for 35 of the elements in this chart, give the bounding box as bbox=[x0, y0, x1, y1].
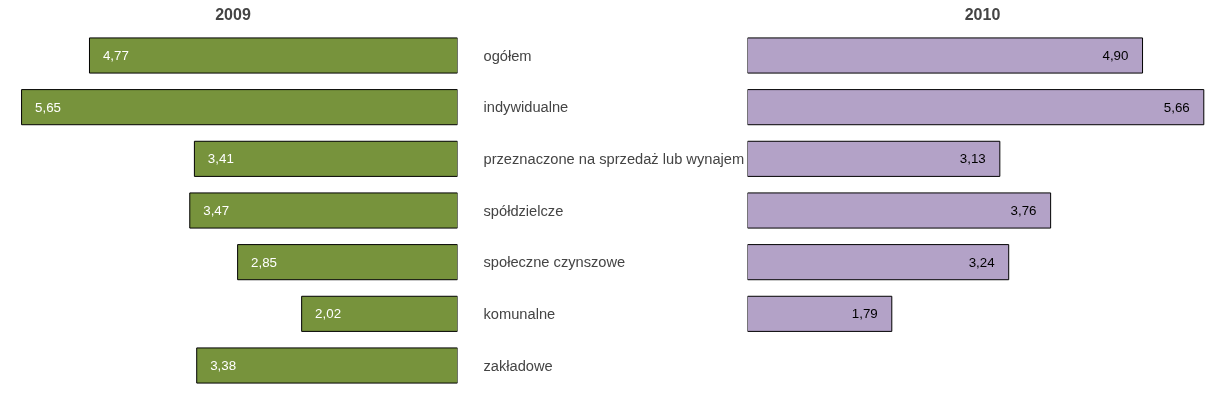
y-tick-label: zakładowe bbox=[483, 357, 553, 374]
bar bbox=[747, 140, 1001, 177]
bar bbox=[747, 37, 1144, 74]
bar bbox=[196, 347, 458, 384]
y-tick-label: ogółem bbox=[483, 47, 532, 64]
data-label: 5,66 bbox=[1163, 99, 1190, 115]
data-label: 3,76 bbox=[1010, 203, 1037, 218]
bar bbox=[21, 89, 458, 126]
data-label: 2,85 bbox=[251, 254, 278, 270]
chart-title: 2009 bbox=[215, 5, 251, 23]
data-label: 3,41 bbox=[207, 151, 234, 167]
bar bbox=[189, 192, 458, 229]
bar bbox=[193, 140, 458, 177]
data-label: 1,79 bbox=[851, 306, 878, 322]
bar bbox=[747, 89, 1205, 126]
y-tick-label: komunalne bbox=[483, 305, 556, 322]
bar bbox=[237, 244, 458, 281]
data-label: 2,02 bbox=[315, 306, 342, 322]
data-label: 3,47 bbox=[203, 203, 230, 218]
bar bbox=[747, 295, 893, 332]
y-tick-label: spółdzielcze bbox=[483, 202, 564, 219]
data-label: 4,77 bbox=[102, 48, 129, 63]
bar bbox=[747, 244, 1010, 281]
bar bbox=[88, 37, 458, 74]
data-label: 3,24 bbox=[968, 254, 996, 270]
y-tick-label: przeznaczone na sprzedaż lub wynajem bbox=[483, 150, 745, 167]
data-label: 3,38 bbox=[210, 358, 237, 373]
chart-title: 2010 bbox=[964, 5, 1001, 23]
bar bbox=[301, 295, 458, 332]
data-label: 3,13 bbox=[959, 151, 986, 167]
data-label: 4,90 bbox=[1102, 48, 1129, 63]
y-tick-label: społeczne czynszowe bbox=[483, 254, 626, 271]
data-label: 5,65 bbox=[35, 99, 61, 115]
bar bbox=[747, 192, 1052, 229]
y-tick-label: indywidualne bbox=[483, 99, 569, 116]
